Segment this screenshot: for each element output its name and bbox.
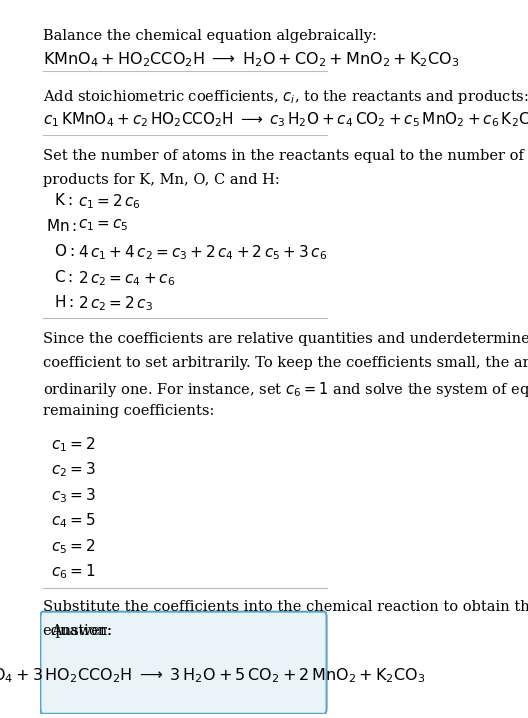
Text: $c_1 = c_5$: $c_1 = c_5$: [78, 218, 128, 233]
Text: ordinarily one. For instance, set $c_6 = 1$ and solve the system of equations fo: ordinarily one. For instance, set $c_6 =…: [43, 381, 528, 399]
Text: Answer:: Answer:: [51, 625, 112, 638]
Text: $\;\;\mathrm{C:}$: $\;\;\mathrm{C:}$: [45, 269, 73, 285]
Text: Balance the chemical equation algebraically:: Balance the chemical equation algebraica…: [43, 29, 376, 43]
Text: $\;\;\mathrm{K:}$: $\;\;\mathrm{K:}$: [45, 192, 72, 208]
Text: Set the number of atoms in the reactants equal to the number of atoms in the: Set the number of atoms in the reactants…: [43, 149, 528, 163]
Text: $c_1 = 2\,c_6$: $c_1 = 2\,c_6$: [78, 192, 140, 211]
Text: $2\,\mathrm{KMnO_4} + 3\,\mathrm{HO_2CCO_2H} \;\longrightarrow\; 3\,\mathrm{H_2O: $2\,\mathrm{KMnO_4} + 3\,\mathrm{HO_2CCO…: [0, 666, 425, 685]
Text: $c_1 = 2$: $c_1 = 2$: [51, 435, 96, 454]
Text: $\mathrm{KMnO_4 + HO_2CCO_2H \;\longrightarrow\; H_2O + CO_2 + MnO_2 + K_2CO_3}$: $\mathrm{KMnO_4 + HO_2CCO_2H \;\longrigh…: [43, 50, 459, 69]
Text: Substitute the coefficients into the chemical reaction to obtain the balanced: Substitute the coefficients into the che…: [43, 600, 528, 615]
Text: equation:: equation:: [43, 625, 113, 638]
Text: $4\,c_1 + 4\,c_2 = c_3 + 2\,c_4 + 2\,c_5 + 3\,c_6$: $4\,c_1 + 4\,c_2 = c_3 + 2\,c_4 + 2\,c_5…: [78, 243, 327, 262]
Text: $c_3 = 3$: $c_3 = 3$: [51, 486, 96, 505]
Text: $\;\;\mathrm{H:}$: $\;\;\mathrm{H:}$: [45, 294, 74, 310]
Text: Since the coefficients are relative quantities and underdetermined, choose a: Since the coefficients are relative quan…: [43, 332, 528, 346]
Text: $\;\;\mathrm{O:}$: $\;\;\mathrm{O:}$: [45, 243, 74, 259]
Text: $c_1\,\mathrm{KMnO_4} + c_2\,\mathrm{HO_2CCO_2H} \;\longrightarrow\; c_3\,\mathr: $c_1\,\mathrm{KMnO_4} + c_2\,\mathrm{HO_…: [43, 111, 528, 129]
Text: products for K, Mn, O, C and H:: products for K, Mn, O, C and H:: [43, 173, 279, 187]
Text: $\mathrm{Mn:}$: $\mathrm{Mn:}$: [45, 218, 77, 234]
Text: $c_2 = 3$: $c_2 = 3$: [51, 460, 96, 479]
Text: remaining coefficients:: remaining coefficients:: [43, 404, 214, 419]
Text: $2\,c_2 = c_4 + c_6$: $2\,c_2 = c_4 + c_6$: [78, 269, 175, 288]
FancyBboxPatch shape: [41, 612, 327, 714]
Text: Add stoichiometric coefficients, $c_i$, to the reactants and products:: Add stoichiometric coefficients, $c_i$, …: [43, 88, 528, 106]
Text: $2\,c_2 = 2\,c_3$: $2\,c_2 = 2\,c_3$: [78, 294, 153, 313]
Text: coefficient to set arbitrarily. To keep the coefficients small, the arbitrary va: coefficient to set arbitrarily. To keep …: [43, 356, 528, 370]
Text: $c_6 = 1$: $c_6 = 1$: [51, 563, 96, 582]
Text: $c_4 = 5$: $c_4 = 5$: [51, 512, 96, 531]
Text: $c_5 = 2$: $c_5 = 2$: [51, 537, 96, 556]
